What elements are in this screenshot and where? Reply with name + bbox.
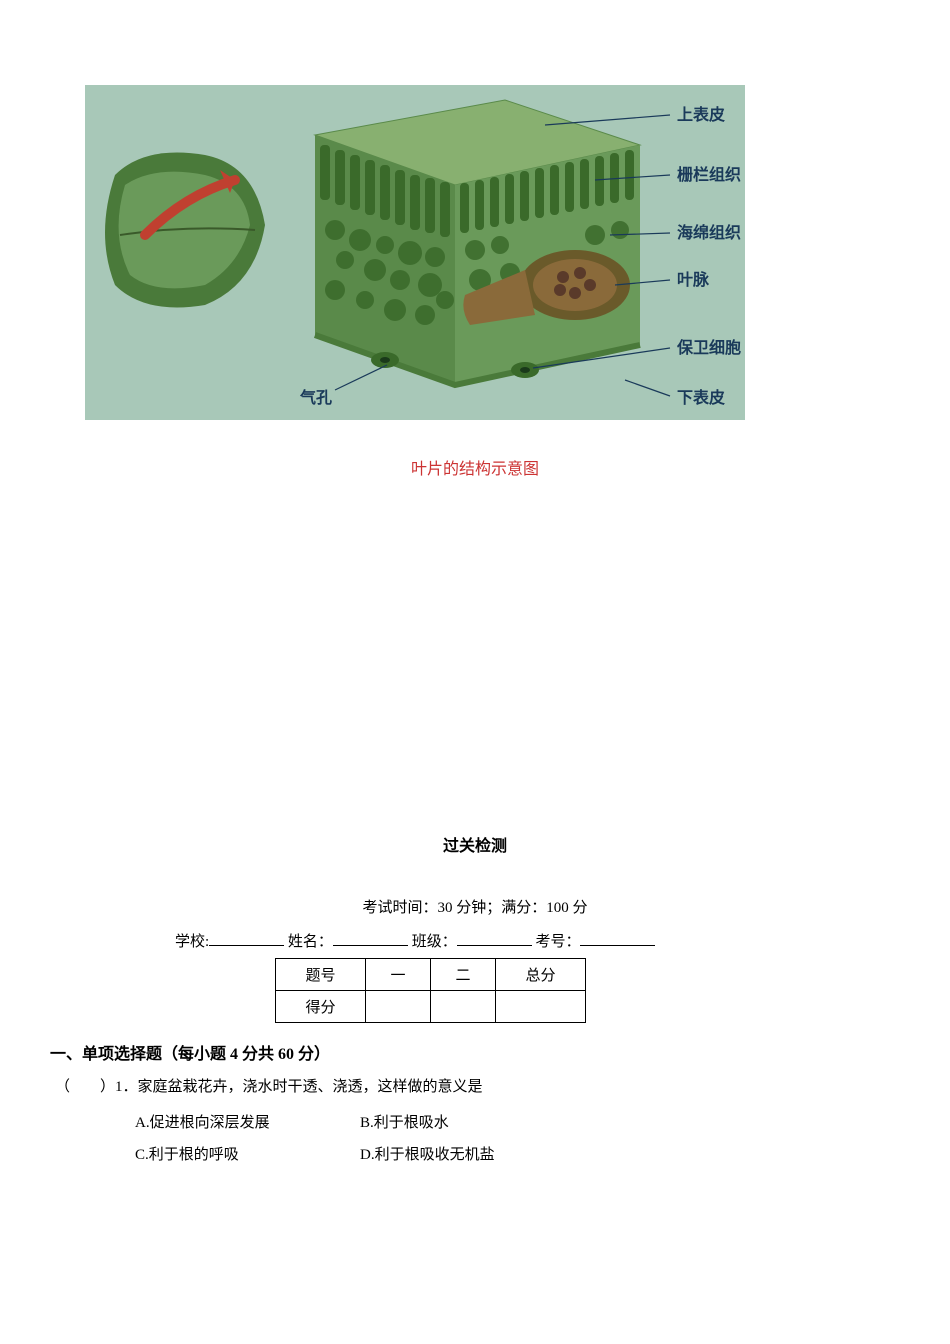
tissue-block xyxy=(315,100,640,385)
q1-option-d: D.利于根吸收无机盐 xyxy=(360,1139,495,1171)
name-label: 姓名： xyxy=(288,934,333,950)
label-stomata: 气孔 xyxy=(299,388,332,407)
school-blank xyxy=(209,931,284,946)
class-label: 班级： xyxy=(412,934,457,950)
diagram-caption: 叶片的结构示意图 xyxy=(0,455,950,479)
table-header-qnum: 题号 xyxy=(276,959,366,991)
label-palisade: 栅栏组织 xyxy=(677,165,741,184)
q1-option-b: B.利于根吸水 xyxy=(360,1107,449,1139)
section-1-title: 一、单项选择题（每小题 4 分共 60 分） xyxy=(50,1040,330,1064)
table-col-2: 二 xyxy=(431,959,496,991)
table-col-total: 总分 xyxy=(496,959,586,991)
class-blank xyxy=(457,931,532,946)
student-info-line: 学校: 姓名： 班级： 考号： xyxy=(175,930,655,951)
label-guard-cell: 保卫细胞 xyxy=(676,338,741,357)
question-1-stem: （ ）1．家庭盆栽花卉，浇水时干透、浇透，这样做的意义是 xyxy=(55,1075,483,1096)
school-label: 学校: xyxy=(175,934,209,950)
test-time-info: 考试时间：30 分钟；满分：100 分 xyxy=(0,896,950,917)
score-table: 题号 一 二 总分 得分 xyxy=(275,958,586,1023)
label-spongy: 海绵组织 xyxy=(677,223,741,242)
q1-option-c: C.利于根的呼吸 xyxy=(135,1139,360,1171)
table-score-1 xyxy=(366,991,431,1023)
label-upper-epidermis: 上表皮 xyxy=(677,105,725,124)
label-lower-epidermis: 下表皮 xyxy=(677,388,725,407)
table-col-1: 一 xyxy=(366,959,431,991)
id-label: 考号： xyxy=(535,934,580,950)
question-1-options: A.促进根向深层发展 B.利于根吸水 C.利于根的呼吸 D.利于根吸收无机盐 xyxy=(135,1107,495,1171)
q1-option-a: A.促进根向深层发展 xyxy=(135,1107,360,1139)
diagram-svg: 上表皮 栅栏组织 海绵组织 叶脉 保卫细胞 下表皮 气孔 xyxy=(85,85,745,420)
name-blank xyxy=(333,931,408,946)
label-vein: 叶脉 xyxy=(677,270,710,289)
id-blank xyxy=(580,931,655,946)
table-header-score: 得分 xyxy=(276,991,366,1023)
test-title: 过关检测 xyxy=(0,832,950,856)
leaf-structure-diagram: 上表皮 栅栏组织 海绵组织 叶脉 保卫细胞 下表皮 气孔 xyxy=(85,85,745,420)
table-score-2 xyxy=(431,991,496,1023)
table-score-total xyxy=(496,991,586,1023)
